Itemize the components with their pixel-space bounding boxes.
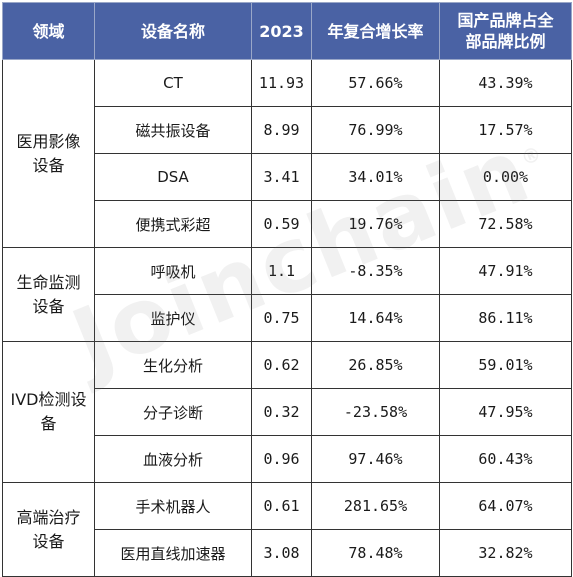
header-domestic-share-line1: 国产品牌占全	[457, 11, 554, 30]
header-year: 2023	[251, 2, 312, 60]
value-2023-cell: 0.32	[251, 388, 312, 436]
device-name-cell: CT	[94, 59, 252, 107]
table-row: 监护仪 0.75 14.64% 86.11%	[3, 294, 572, 342]
cagr-cell: 97.46%	[311, 435, 440, 483]
domestic-share-cell: 59.01%	[439, 341, 572, 389]
domain-cell: 高端治疗 设备	[2, 482, 95, 577]
device-name-cell: 磁共振设备	[94, 106, 252, 154]
domestic-share-cell: 64.07%	[439, 482, 572, 530]
value-2023-cell: 8.99	[251, 106, 312, 154]
value-2023-cell: 1.1	[251, 247, 312, 295]
value-2023-cell: 0.59	[251, 200, 312, 248]
value-2023-cell: 0.61	[251, 482, 312, 530]
cagr-cell: 78.48%	[311, 529, 440, 577]
domain-label-line1: 高端治疗	[16, 507, 81, 527]
cagr-cell: 19.76%	[311, 200, 440, 248]
domestic-share-cell: 17.57%	[439, 106, 572, 154]
device-name-cell: 便携式彩超	[94, 200, 252, 248]
cagr-cell: 34.01%	[311, 153, 440, 201]
cagr-cell: 76.99%	[311, 106, 440, 154]
domain-label-line1: 医用影像	[16, 131, 81, 151]
device-name-cell: 血液分析	[94, 435, 252, 483]
domestic-share-cell: 47.95%	[439, 388, 572, 436]
domain-label-line1: 生命监测	[16, 272, 81, 292]
domain-label-line2: 设备	[32, 531, 65, 551]
table-row: DSA 3.41 34.01% 0.00%	[3, 153, 572, 201]
device-name-cell: 医用直线加速器	[94, 529, 252, 577]
domestic-share-cell: 72.58%	[439, 200, 572, 248]
table-row: 便携式彩超 0.59 19.76% 72.58%	[3, 200, 572, 248]
table-row: 高端治疗 设备 手术机器人 0.61 281.65% 64.07%	[2, 482, 572, 577]
domestic-share-cell: 43.39%	[439, 59, 572, 107]
domestic-share-cell: 32.82%	[439, 529, 572, 577]
cagr-cell: -8.35%	[311, 247, 440, 295]
header-domain: 领域	[2, 2, 95, 60]
domain-cell: 生命监测 设备	[2, 247, 95, 342]
value-2023-cell: 3.08	[251, 529, 312, 577]
domain-label-line1: IVD检测设	[10, 390, 87, 409]
domestic-share-cell: 0.00%	[439, 153, 572, 201]
value-2023-cell: 11.93	[251, 59, 312, 107]
table-row: 分子诊断 0.32 -23.58% 47.95%	[3, 388, 572, 436]
value-2023-cell: 0.62	[251, 341, 312, 389]
table-row: 医用影像 设备 CT 11.93 57.66% 43.39%	[2, 59, 572, 248]
table-row: 生命监测 设备 呼吸机 1.1 -8.35% 47.91%	[2, 247, 572, 342]
cagr-cell: 26.85%	[311, 341, 440, 389]
domestic-share-cell: 60.43%	[439, 435, 572, 483]
domain-label-line2: 设备	[32, 155, 65, 175]
header-device-name: 设备名称	[94, 2, 252, 60]
domain-label-line2: 备	[40, 414, 57, 433]
header-cagr: 年复合增长率	[311, 2, 440, 60]
table-row: 磁共振设备 8.99 76.99% 17.57%	[3, 106, 572, 154]
cagr-cell: 14.64%	[311, 294, 440, 342]
device-name-cell: 监护仪	[94, 294, 252, 342]
device-name-cell: DSA	[94, 153, 252, 201]
domestic-share-cell: 47.91%	[439, 247, 572, 295]
device-name-cell: 呼吸机	[94, 247, 252, 295]
device-name-cell: 生化分析	[94, 341, 252, 389]
device-name-cell: 手术机器人	[94, 482, 252, 530]
table-row: 血液分析 0.96 97.46% 60.43%	[3, 435, 572, 483]
value-2023-cell: 0.96	[251, 435, 312, 483]
value-2023-cell: 3.41	[251, 153, 312, 201]
domain-cell: IVD检测设 备	[2, 341, 95, 483]
cagr-cell: -23.58%	[311, 388, 440, 436]
domain-cell: 医用影像 设备	[2, 59, 95, 248]
value-2023-cell: 0.75	[251, 294, 312, 342]
header-domestic-share-line2: 部品牌比例	[465, 32, 546, 51]
table-row: IVD检测设 备 生化分析 0.62 26.85% 59.01%	[2, 341, 572, 483]
header-row: 领域 设备名称 2023 年复合增长率 国产品牌占全 部品牌比例	[2, 2, 572, 60]
domestic-share-cell: 86.11%	[439, 294, 572, 342]
cagr-cell: 57.66%	[311, 59, 440, 107]
header-domestic-share: 国产品牌占全 部品牌比例	[439, 2, 572, 60]
device-name-cell: 分子诊断	[94, 388, 252, 436]
cagr-cell: 281.65%	[311, 482, 440, 530]
domain-label-line2: 设备	[32, 296, 65, 316]
